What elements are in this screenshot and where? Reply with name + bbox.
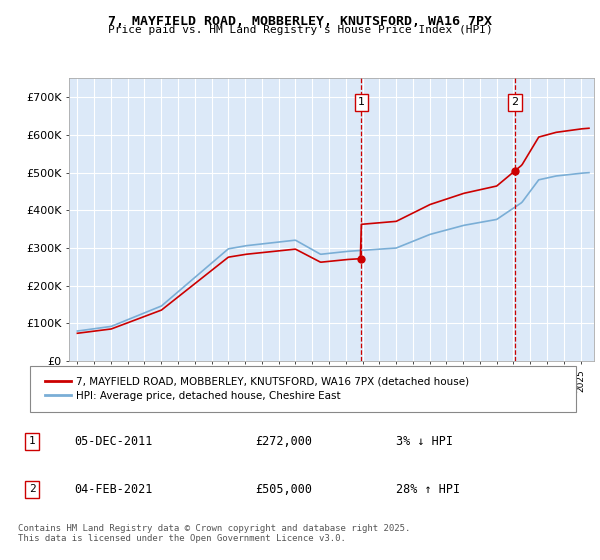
Text: 28% ↑ HPI: 28% ↑ HPI bbox=[396, 483, 460, 496]
Text: 1: 1 bbox=[29, 436, 35, 446]
Text: 2: 2 bbox=[511, 97, 518, 108]
Legend: 7, MAYFIELD ROAD, MOBBERLEY, KNUTSFORD, WA16 7PX (detached house), HPI: Average : 7, MAYFIELD ROAD, MOBBERLEY, KNUTSFORD, … bbox=[41, 372, 473, 405]
Text: Contains HM Land Registry data © Crown copyright and database right 2025.
This d: Contains HM Land Registry data © Crown c… bbox=[18, 524, 410, 543]
Text: £505,000: £505,000 bbox=[255, 483, 312, 496]
Text: 05-DEC-2011: 05-DEC-2011 bbox=[74, 435, 153, 448]
Text: Price paid vs. HM Land Registry's House Price Index (HPI): Price paid vs. HM Land Registry's House … bbox=[107, 25, 493, 35]
Text: £272,000: £272,000 bbox=[255, 435, 312, 448]
Text: 7, MAYFIELD ROAD, MOBBERLEY, KNUTSFORD, WA16 7PX: 7, MAYFIELD ROAD, MOBBERLEY, KNUTSFORD, … bbox=[108, 15, 492, 27]
Text: 2: 2 bbox=[29, 484, 35, 494]
Text: 3% ↓ HPI: 3% ↓ HPI bbox=[396, 435, 453, 448]
FancyBboxPatch shape bbox=[30, 366, 576, 412]
Text: 1: 1 bbox=[358, 97, 365, 108]
Text: 04-FEB-2021: 04-FEB-2021 bbox=[74, 483, 153, 496]
